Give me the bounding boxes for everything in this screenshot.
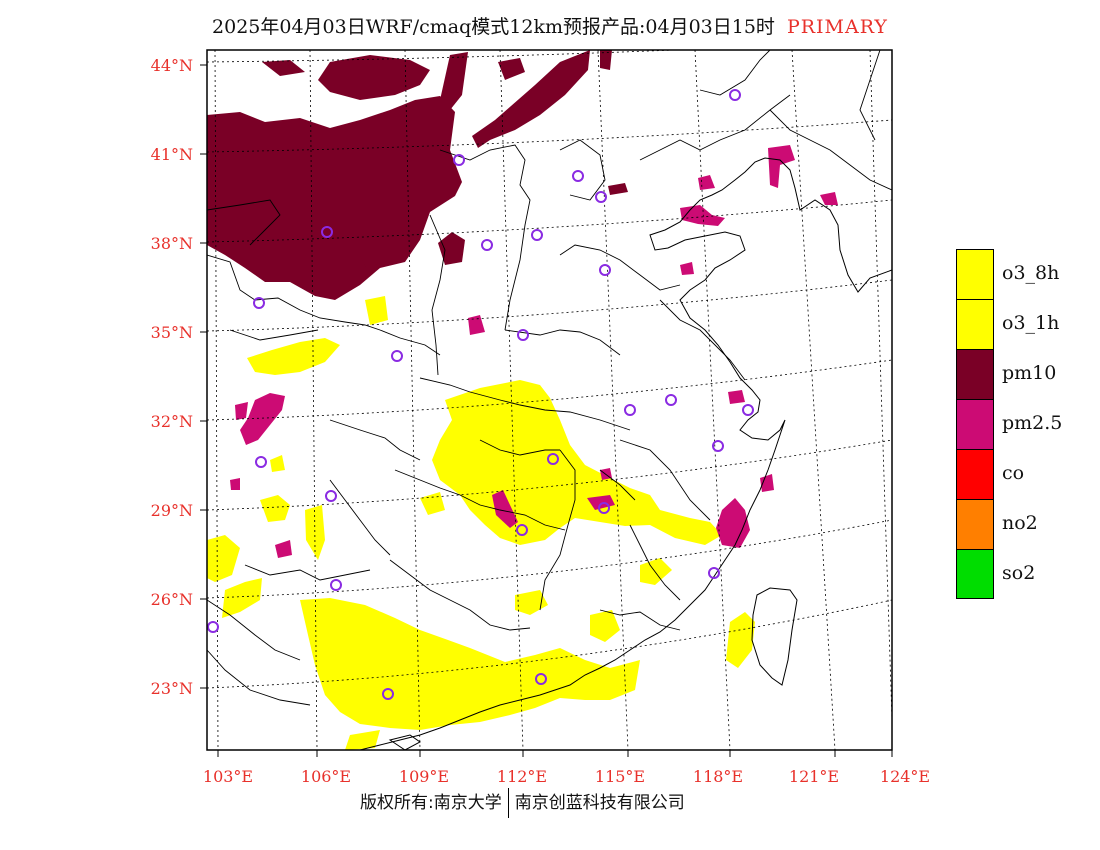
province-boundaries — [207, 50, 892, 706]
copyright-footer: 版权所有:南京大学 南京创蓝科技有限公司 — [360, 788, 685, 818]
legend-swatch — [956, 349, 994, 399]
lat-label-38: 38°N — [151, 234, 193, 253]
lat-label-29: 29°N — [151, 501, 193, 520]
o3-area — [207, 296, 755, 750]
legend-label: o3_8h — [1002, 262, 1060, 284]
footer-right: 南京创蓝科技有限公司 — [514, 793, 685, 813]
legend-label: so2 — [1002, 562, 1036, 584]
footer-divider — [507, 788, 509, 818]
lat-label-35: 35°N — [151, 323, 193, 342]
title-main: 2025年04月03日WRF/cmaq模式12km预报产品:04月03日15时 — [212, 16, 775, 38]
legend-swatch — [956, 499, 994, 549]
map-title: 2025年04月03日WRF/cmaq模式12km预报产品:04月03日15时 P… — [0, 12, 1100, 39]
legend-label: o3_1h — [1002, 312, 1060, 334]
lat-label-44: 44°N — [151, 56, 193, 75]
map-frame — [206, 49, 893, 751]
station-markers — [207, 89, 754, 700]
lat-label-26: 26°N — [151, 590, 193, 609]
pm10-area — [207, 50, 628, 300]
map-content — [207, 50, 892, 750]
lon-label-109: 109°E — [399, 767, 449, 786]
lon-label-118: 118°E — [693, 767, 743, 786]
lon-labels: 103°E 106°E 109°E 112°E 115°E 118°E 121°… — [203, 767, 930, 786]
legend-label: co — [1002, 462, 1025, 484]
legend-swatch — [956, 449, 994, 499]
lon-label-106: 106°E — [301, 767, 351, 786]
legend-swatch — [956, 249, 994, 299]
lat-label-41: 41°N — [151, 145, 193, 164]
footer-left: 版权所有:南京大学 — [360, 793, 502, 813]
legend-label: no2 — [1002, 512, 1038, 534]
lon-label-112: 112°E — [497, 767, 547, 786]
legend-swatch — [956, 399, 994, 449]
pm25-area — [230, 145, 838, 558]
graticule — [207, 50, 892, 750]
lon-label-124: 124°E — [880, 767, 930, 786]
lon-label-103: 103°E — [203, 767, 253, 786]
legend-label: pm2.5 — [1002, 412, 1063, 434]
lat-label-32: 32°N — [151, 412, 193, 431]
lon-label-115: 115°E — [595, 767, 645, 786]
legend-swatch — [956, 299, 994, 349]
coastline — [359, 157, 892, 750]
title-tag: PRIMARY — [786, 16, 888, 38]
lon-label-121: 121°E — [789, 767, 839, 786]
legend-swatch — [956, 549, 994, 599]
axis-ticks — [200, 64, 893, 757]
legend-label: pm10 — [1002, 362, 1057, 384]
lat-labels: 44°N 41°N 38°N 35°N 32°N 29°N 26°N 23°N — [151, 56, 193, 698]
lat-label-23: 23°N — [151, 679, 193, 698]
